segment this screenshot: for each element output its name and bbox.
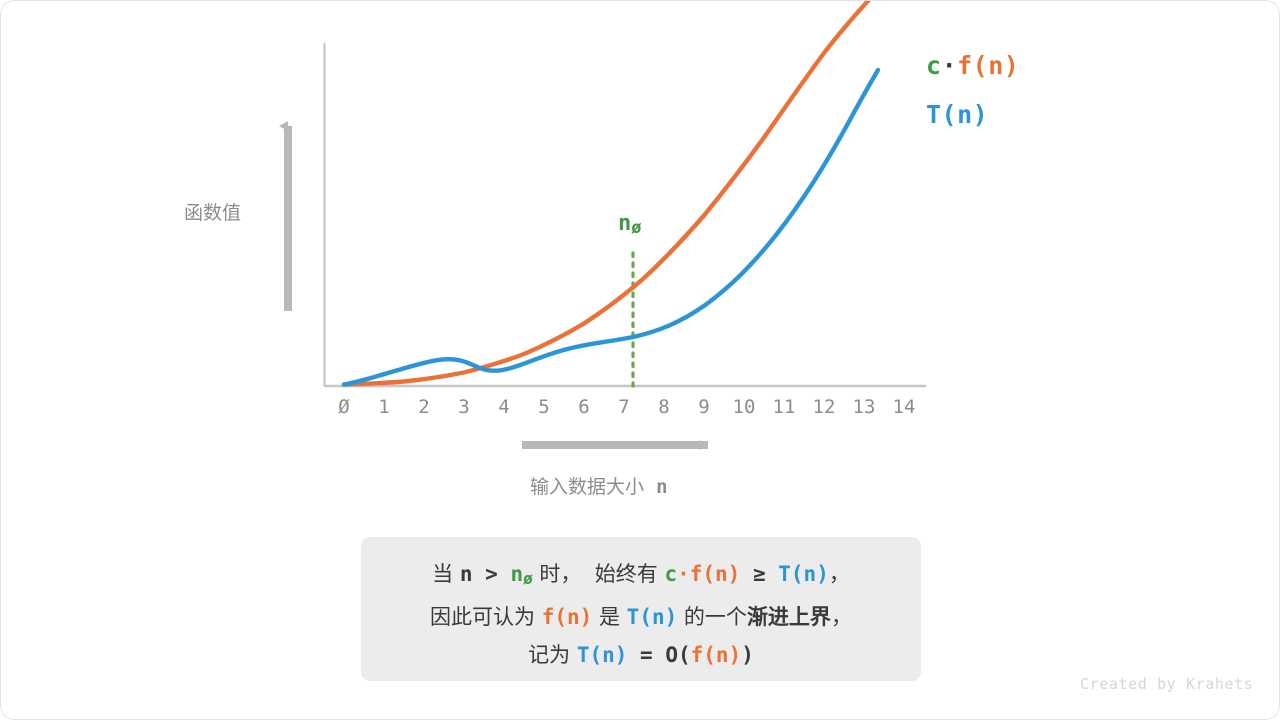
caption-line2-seg-5: 渐进上界	[746, 605, 831, 629]
caption-line2-seg-1: f(n)	[541, 605, 593, 629]
n0-annotation-label: nø	[618, 213, 642, 237]
x-tick-2: 2	[418, 396, 430, 418]
x-tick-7: 7	[618, 396, 630, 418]
series-label-tn-function: T(n)	[926, 100, 989, 129]
curve-c-f-n	[341, 1, 871, 387]
x-tick-8: 8	[658, 396, 670, 418]
caption-line1-seg-11: ，	[828, 562, 850, 586]
n0-subscript: ø	[631, 218, 642, 238]
caption-line1-seg-2: >	[472, 562, 511, 586]
caption-line1-seg-0: 当	[432, 562, 460, 586]
x-axis-title: 输入数据大小 n	[530, 478, 668, 497]
caption-line1-seg-8: f(n)	[689, 562, 741, 586]
caption-line3-seg-3: O(	[665, 643, 691, 667]
x-tick-4: 4	[498, 396, 510, 418]
curve-t-n	[341, 67, 881, 387]
x-tick-0: Ø	[338, 396, 350, 418]
caption-line1-seg-7: ·	[677, 562, 690, 586]
x-tick-12: 12	[812, 396, 836, 418]
series-label-c-f-n: c·f(n)	[926, 53, 1019, 78]
x-tick-1: 1	[378, 396, 390, 418]
caption-line2-seg-3: T(n)	[626, 605, 678, 629]
caption-line3-seg-2: =	[627, 643, 666, 667]
x-tick-10: 10	[732, 396, 756, 418]
series-label-function: f(n)	[957, 51, 1020, 80]
caption-line3-seg-5: )	[741, 643, 754, 667]
n0-base: n	[618, 211, 632, 236]
caption-line1-seg-10: T(n)	[778, 562, 829, 586]
caption-line1-seg-6: c	[664, 562, 678, 586]
x-tick-6: 6	[578, 396, 590, 418]
x-tick-13: 13	[852, 396, 876, 418]
caption-line2-seg-0: 因此可认为	[430, 605, 542, 629]
plot-axes	[323, 43, 926, 388]
caption-line1-seg-5: 时， 始终有	[532, 562, 665, 586]
y-axis-title: 函数值	[184, 202, 242, 224]
caption-line2-seg-4: 的一个	[677, 605, 747, 629]
x-tick-5: 5	[538, 396, 550, 418]
caption-line-3: 记为 T(n) = O(f(n))	[361, 636, 921, 674]
x-axis-tick-labels: Ø 1 2 3 4 5 6 7 8 9 10 11 12 13 14	[324, 396, 926, 422]
x-axis-variable: n	[656, 476, 668, 498]
series-label-t-n: T(n)	[926, 102, 988, 127]
x-tick-14: 14	[892, 396, 916, 418]
caption-line3-seg-4: f(n)	[690, 643, 742, 667]
caption-line2-seg-6: ，	[830, 605, 852, 629]
series-label-dot: ·	[941, 51, 958, 80]
series-label-coefficient: c	[926, 51, 942, 80]
caption-line3-seg-0: 记为	[528, 643, 577, 667]
x-tick-11: 11	[772, 396, 796, 418]
credit-text: Created by Krahets	[1080, 675, 1254, 693]
x-tick-9: 9	[698, 396, 710, 418]
caption-line1-seg-4: ø	[523, 569, 533, 588]
x-axis-title-text: 输入数据大小	[530, 476, 645, 498]
caption-line1-seg-3: n	[510, 562, 524, 586]
caption-line1-seg-1: n	[459, 562, 473, 586]
caption-line1-seg-9: ≥	[740, 562, 779, 586]
caption-line-1: 当 n > nø 时， 始终有 c·f(n) ≥ T(n)，	[361, 555, 921, 598]
caption-line3-seg-1: T(n)	[576, 643, 628, 667]
caption-box: 当 n > nø 时， 始终有 c·f(n) ≥ T(n)， 因此可认为 f(n…	[361, 537, 921, 681]
caption-line-2: 因此可认为 f(n) 是 T(n) 的一个渐进上界，	[361, 598, 921, 636]
x-tick-3: 3	[458, 396, 470, 418]
caption-line2-seg-2: 是	[592, 605, 627, 629]
